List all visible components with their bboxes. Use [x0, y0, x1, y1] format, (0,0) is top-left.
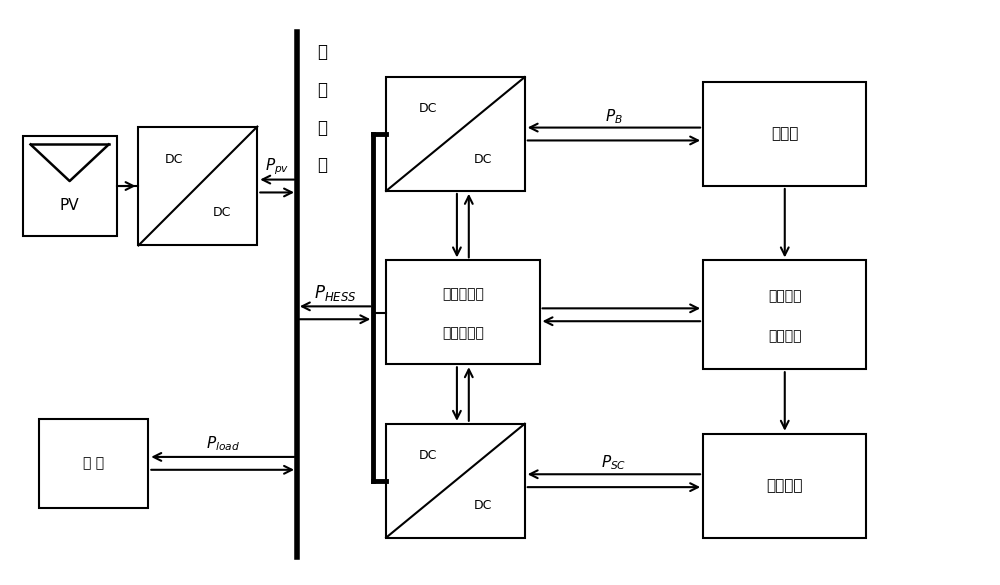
Text: DC: DC [419, 102, 437, 115]
Text: 蓄电池: 蓄电池 [771, 126, 798, 142]
Text: $P_{load}$: $P_{load}$ [206, 434, 240, 453]
Bar [138, 126, 257, 246]
Text: $P_B$: $P_B$ [605, 107, 623, 126]
Text: 变时间常数: 变时间常数 [442, 288, 484, 302]
Text: 功率分配器: 功率分配器 [442, 326, 484, 340]
Text: DC: DC [474, 153, 492, 166]
Bar [703, 433, 866, 538]
Text: DC: DC [474, 499, 492, 512]
Text: DC: DC [165, 153, 183, 166]
Text: 负 载: 负 载 [83, 456, 104, 470]
Text: DC: DC [212, 206, 231, 219]
Text: DC: DC [419, 449, 437, 462]
Bar [386, 424, 525, 538]
Bar [386, 77, 525, 191]
Bar [39, 419, 148, 508]
Text: $P_{pv}$: $P_{pv}$ [265, 156, 289, 177]
Text: 线: 线 [317, 156, 327, 174]
Text: PV: PV [60, 198, 79, 214]
Text: 流: 流 [317, 81, 327, 99]
Text: 直: 直 [317, 43, 327, 61]
Text: 超级电容: 超级电容 [767, 478, 803, 493]
Text: $P_{HESS}$: $P_{HESS}$ [314, 283, 356, 303]
Text: $P_{SC}$: $P_{SC}$ [601, 453, 627, 472]
Bar [703, 260, 866, 369]
Bar [23, 136, 117, 236]
Text: 母: 母 [317, 119, 327, 136]
Bar [703, 82, 866, 186]
Bar [386, 260, 540, 364]
Text: 过充过放: 过充过放 [768, 289, 802, 303]
Text: 保护装置: 保护装置 [768, 329, 802, 343]
